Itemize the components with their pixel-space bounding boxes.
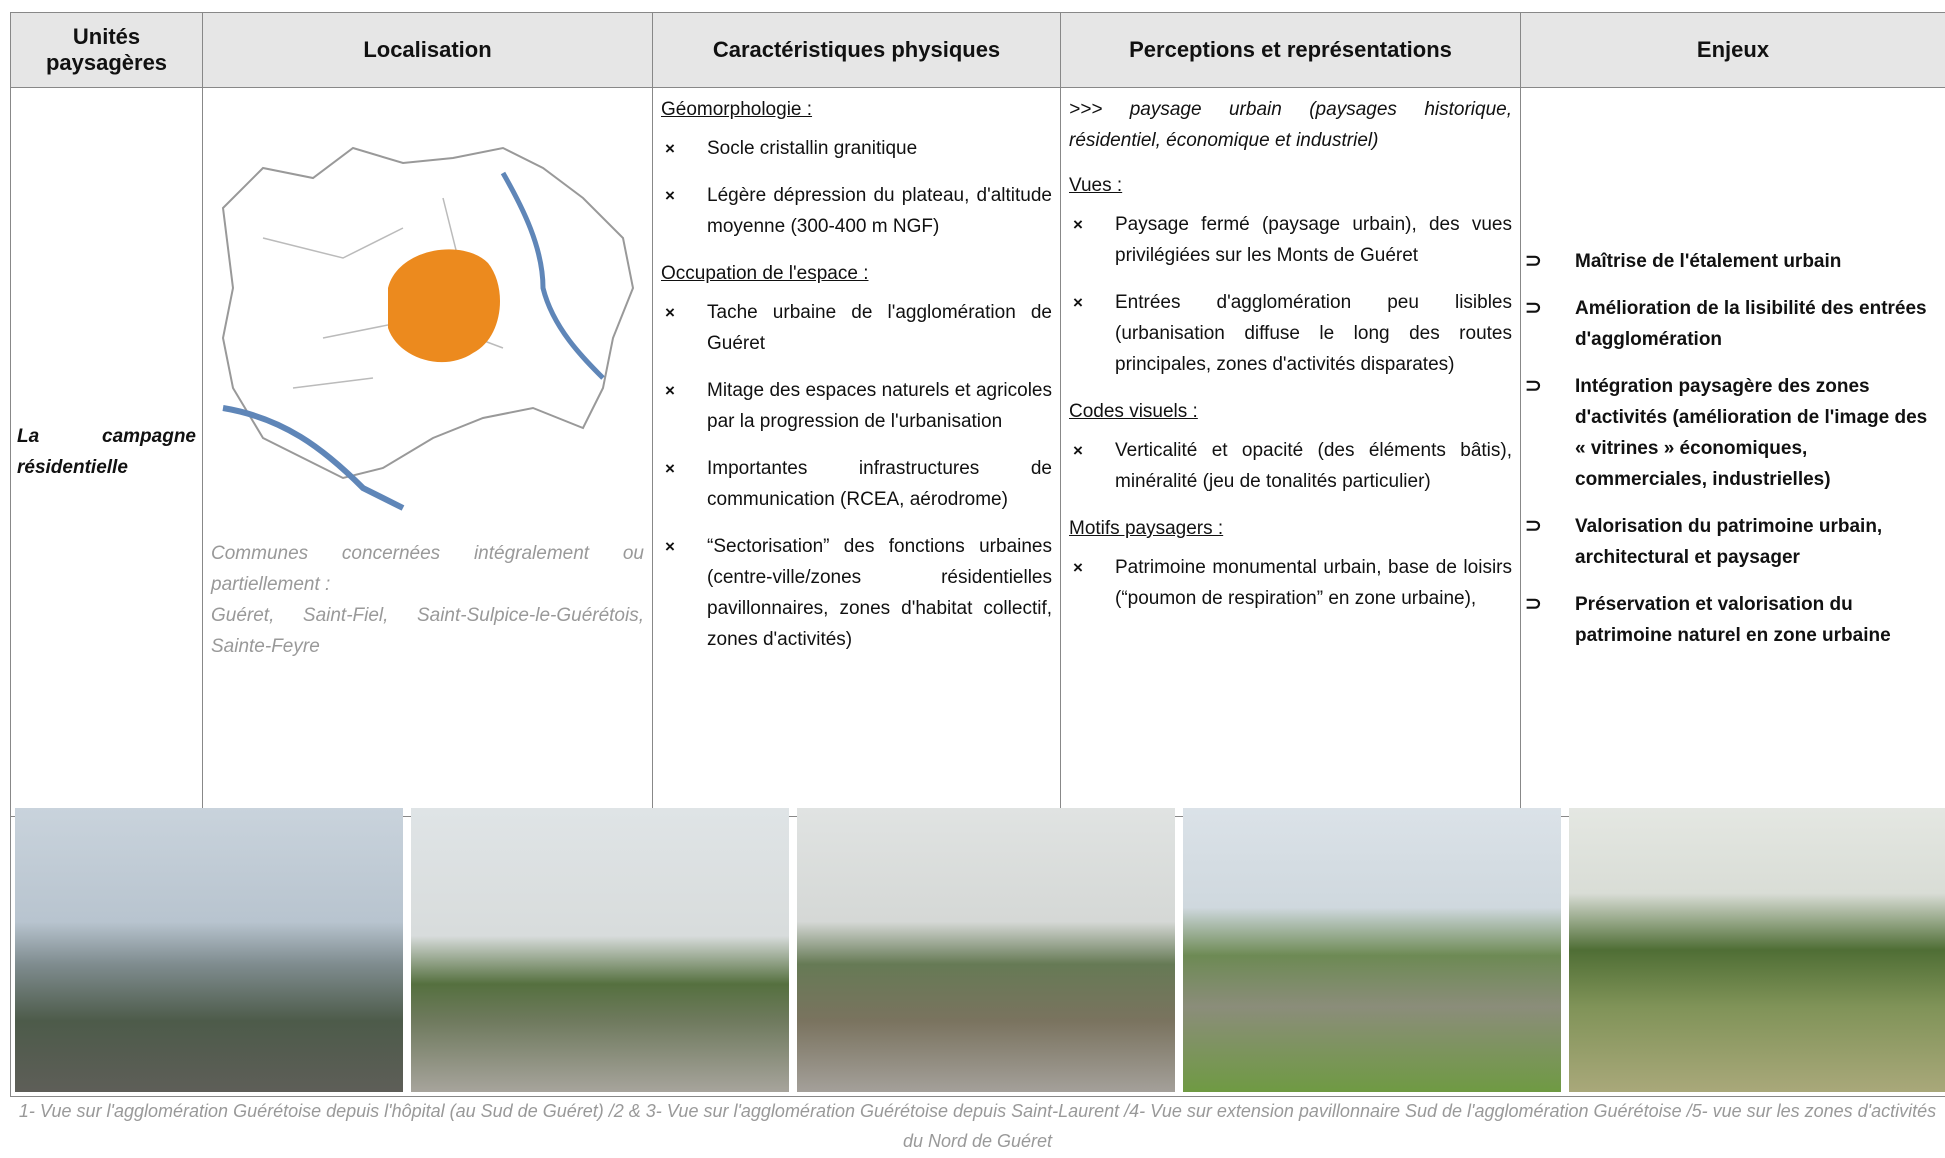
list-item: Mitage des espaces naturels et agricoles… [661, 375, 1052, 437]
perceptions-cell: >>> paysage urbain (paysages historique,… [1060, 87, 1521, 817]
section-heading: Vues : [1069, 175, 1123, 196]
item-list: Socle cristallin granitique Légère dépres… [661, 133, 1052, 242]
communes-list: Guéret, Saint-Fiel, Saint-Sulpice-le-Gué… [211, 605, 644, 657]
enjeu-item: Maîtrise de l'étalement urbain [1521, 246, 1939, 277]
column-header: Localisation [202, 12, 653, 88]
section-heading: Motifs paysagers : [1069, 518, 1224, 539]
location-map [221, 146, 635, 511]
photo [1569, 808, 1945, 1092]
column-header: Perceptions et représentations [1060, 12, 1521, 88]
list-item: “Sectorisation” des fonctions urbaines (… [661, 531, 1052, 655]
column-header: Enjeux [1520, 12, 1945, 88]
item-list: Paysage fermé (paysage urbain), des vues… [1069, 209, 1512, 380]
column-header: Caractéristiques physiques [652, 12, 1061, 88]
list-item: Paysage fermé (paysage urbain), des vues… [1069, 209, 1512, 271]
localisation-cell: Communes concernées intégralement ou par… [202, 87, 653, 817]
caption: 1- Vue sur l'agglomération Guérétoise de… [18, 1101, 1937, 1151]
photo [15, 808, 403, 1092]
list-item: Importantes infrastructures de communica… [661, 453, 1052, 515]
enjeu-item: Préservation et valorisation du patrimoi… [1521, 589, 1939, 651]
list-item: Entrées d'agglomération peu lisibles (ur… [1069, 287, 1512, 380]
item-list: Verticalité et opacité (des éléments bât… [1069, 435, 1512, 497]
list-item: Socle cristallin granitique [661, 133, 1052, 164]
section-heading: Géomorphologie : [661, 99, 813, 120]
header-row: Unités paysagères Localisation Caractéri… [10, 12, 1945, 88]
enjeu-item: Amélioration de la lisibilité des entrée… [1521, 293, 1939, 355]
photo [411, 808, 789, 1092]
unit-name: La campagne résidentielle [10, 87, 203, 817]
intro: >>> paysage urbain (paysages historique,… [1069, 99, 1512, 151]
enjeu-item: Intégration paysagère des zones d'activi… [1521, 371, 1939, 495]
physical-cell: Géomorphologie : Socle cristallin graniti… [652, 87, 1061, 817]
column-header: Unités paysagères [10, 12, 203, 88]
body-row: La campagne résidentielle Communes conce… [10, 87, 1945, 817]
list-item: Légère dépression du plateau, d'altitude… [661, 180, 1052, 242]
enjeux-cell: Maîtrise de l'étalement urbain Améliorati… [1520, 87, 1945, 817]
item-list: Patrimoine monumental urbain, base de lo… [1069, 552, 1512, 614]
section-heading: Codes visuels : [1069, 401, 1198, 422]
section-heading: Occupation de l'espace : [661, 263, 869, 284]
landscape-table: Unités paysagères Localisation Caractéri… [10, 12, 1945, 817]
photo-strip [10, 804, 1945, 1097]
enjeu-item: Valorisation du patrimoine urbain, archi… [1521, 511, 1939, 573]
list-item: Patrimoine monumental urbain, base de lo… [1069, 552, 1512, 614]
photo [797, 808, 1175, 1092]
list-item: Tache urbaine de l'agglomération de Guér… [661, 297, 1052, 359]
communes-label: Communes concernées intégralement ou par… [211, 543, 644, 595]
enjeux-list: Maîtrise de l'étalement urbain Améliorati… [1521, 96, 1945, 651]
item-list: Tache urbaine de l'agglomération de Guér… [661, 297, 1052, 655]
list-item: Verticalité et opacité (des éléments bât… [1069, 435, 1512, 497]
photo [1183, 808, 1561, 1092]
